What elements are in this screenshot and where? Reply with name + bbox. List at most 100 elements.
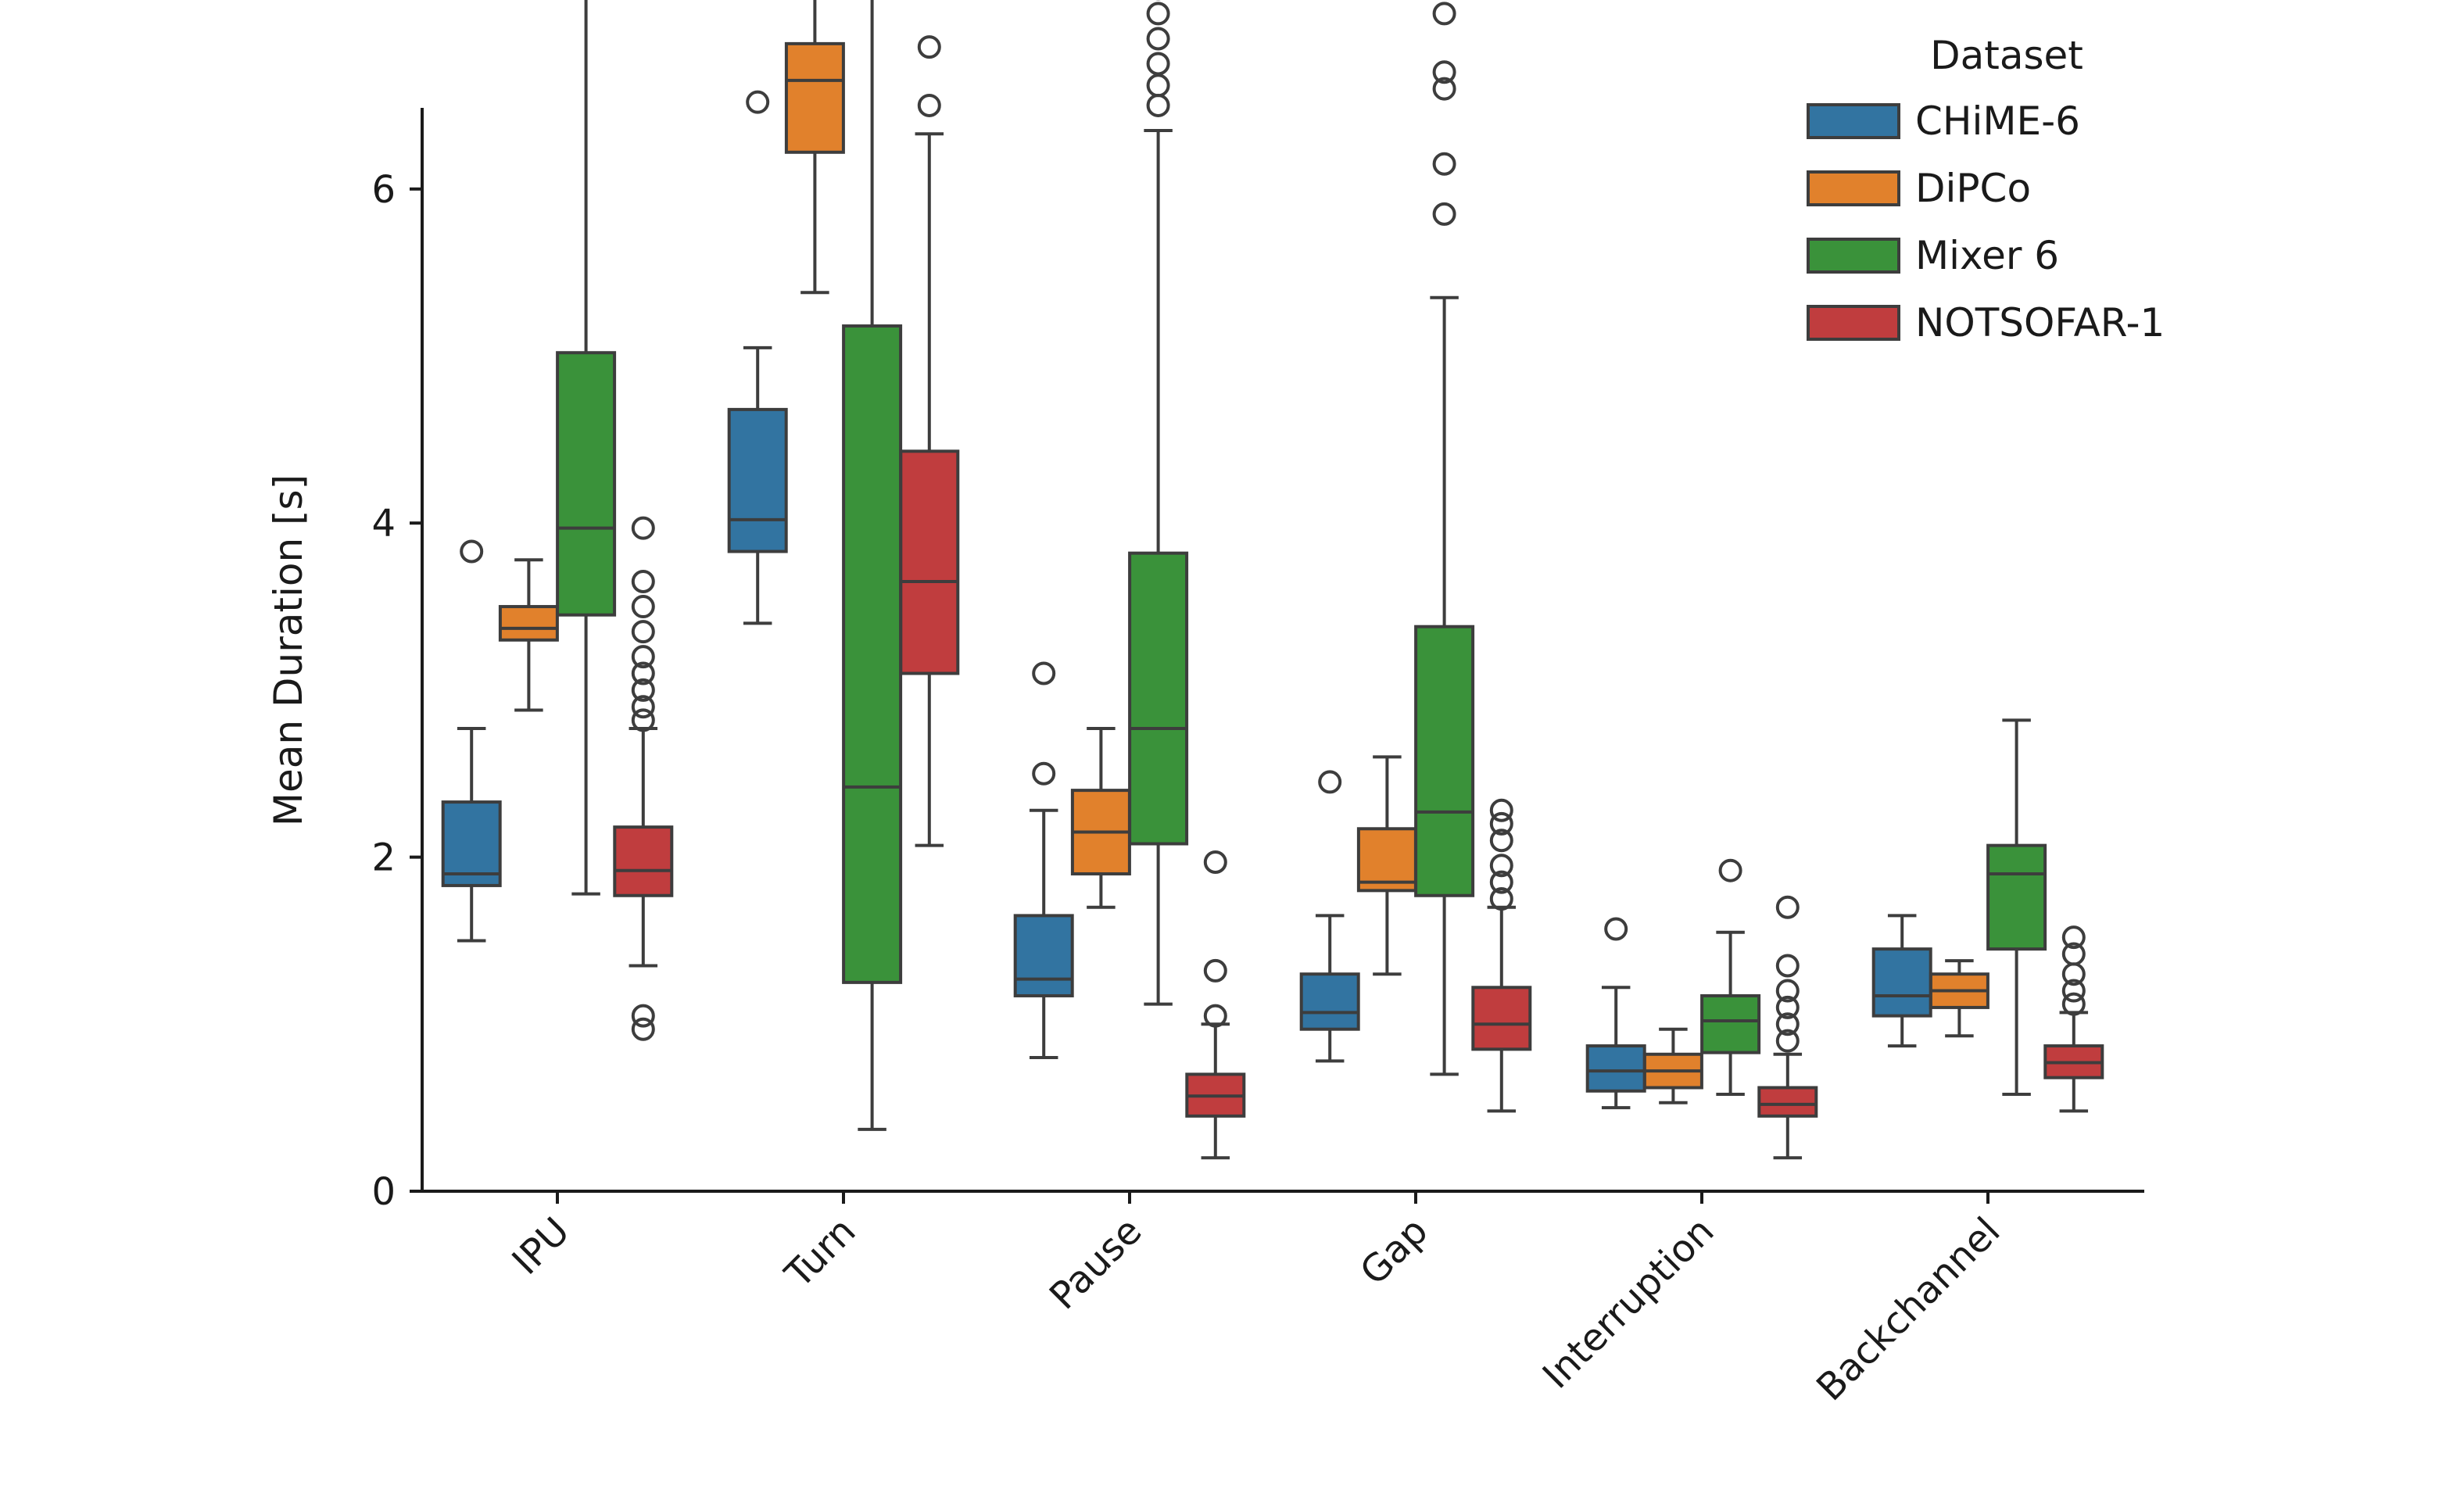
legend-swatch (1807, 238, 1900, 274)
outlier-point (631, 1017, 655, 1041)
box-notsofar-1-ipu (613, 516, 674, 1041)
outlier-point (1489, 798, 1513, 822)
outlier-point (1032, 761, 1056, 786)
box-notsofar-1-backchannel (2043, 925, 2104, 1113)
outlier-point (1775, 895, 1800, 919)
outlier-point (1032, 661, 1056, 685)
iqr-box (556, 351, 617, 617)
box-dipco-gap (1356, 755, 1417, 976)
outlier-point (1489, 854, 1513, 878)
iqr-box (1128, 551, 1189, 846)
x-tick-label: Pause (1041, 1209, 1150, 1318)
x-tick-label: IPU (504, 1209, 578, 1283)
outlier-point (631, 645, 655, 669)
outlier-point (631, 569, 655, 593)
outlier-point (1203, 958, 1227, 983)
outlier-point (1489, 870, 1513, 894)
legend-label: CHiME-6 (1915, 98, 2080, 144)
outlier-point (1432, 77, 1456, 101)
box-mixer-6-pause (1128, 0, 1189, 1006)
outlier-point (1432, 202, 1456, 226)
iqr-box (1986, 843, 2047, 951)
legend: Dataset CHiME-6 DiPCo Mixer 6 NOTSOFAR-1 (1807, 33, 2165, 345)
outlier-point (1318, 770, 1342, 794)
outlier-point (2061, 979, 2086, 1003)
legend-label: DiPCo (1915, 166, 2031, 211)
iqr-box (613, 825, 674, 897)
outlier-point (1775, 979, 1800, 1003)
box-notsofar-1-pause (1185, 850, 1246, 1160)
outlier-point (631, 661, 655, 685)
box-dipco-turn (784, 0, 845, 295)
x-tick-label: Turn (776, 1209, 864, 1297)
y-axis-label: Mean Duration [s] (266, 474, 311, 826)
outlier-point (1718, 858, 1742, 882)
y-tick-label: 0 (371, 1170, 396, 1214)
legend-item-dipco: DiPCo (1807, 166, 2031, 211)
outlier-point (631, 708, 655, 732)
outlier-point (1203, 1004, 1227, 1028)
outlier-point (1432, 60, 1456, 84)
outlier-point (1775, 995, 1800, 1019)
outlier-point (460, 539, 484, 564)
outlier-point (1432, 152, 1456, 176)
y-tick-label: 6 (371, 168, 396, 212)
outlier-point (1489, 811, 1513, 836)
outlier-point (746, 90, 770, 114)
iqr-box (1414, 625, 1475, 897)
box-dipco-ipu (498, 558, 559, 712)
box-dipco-backchannel (1929, 959, 1989, 1038)
axes: Mean Duration [s] (266, 108, 2144, 1193)
outlier-point (1775, 954, 1800, 978)
iqr-box (1757, 1086, 1818, 1118)
box-chime-6-interruption (1585, 917, 1646, 1110)
outlier-point (1146, 93, 1170, 117)
box-mixer-6-backchannel (1986, 718, 2047, 1097)
box-dipco-interruption (1642, 1027, 1703, 1104)
outlier-point (1146, 52, 1170, 76)
x-tick-label: Backchannel (1808, 1209, 2008, 1409)
iqr-box (1471, 986, 1532, 1051)
outlier-point (1604, 917, 1628, 941)
y-tick-label: 2 (371, 836, 396, 880)
outlier-point (2061, 992, 2086, 1016)
legend-item-notsofar-1: NOTSOFAR-1 (1807, 300, 2165, 345)
box-chime-6-ipu (441, 539, 502, 943)
outlier-point (2061, 925, 2086, 950)
iqr-box (899, 449, 960, 675)
x-tick-label: Gap (1352, 1209, 1436, 1294)
legend-label: Mixer 6 (1915, 233, 2059, 278)
legend-label: NOTSOFAR-1 (1915, 300, 2165, 345)
outlier-point (1146, 2, 1170, 26)
y-tick-label: 4 (371, 502, 396, 546)
box-notsofar-1-gap (1471, 798, 1532, 1113)
box-chime-6-backchannel (1871, 914, 1932, 1048)
outlier-point (917, 35, 941, 59)
iqr-box (842, 324, 903, 984)
outlier-point (631, 516, 655, 540)
box-mixer-6-interruption (1700, 858, 1761, 1097)
iqr-box (1299, 972, 1360, 1031)
box-chime-6-turn (727, 90, 788, 625)
legend-item-mixer-6: Mixer 6 (1807, 233, 2059, 278)
box-notsofar-1-interruption (1757, 895, 1818, 1160)
outlier-point (631, 695, 655, 719)
box-chime-6-pause (1013, 661, 1074, 1060)
legend-swatch (1807, 305, 1900, 341)
box-mixer-6-gap (1414, 2, 1475, 1076)
legend-title: Dataset (1930, 33, 2083, 78)
x-tick-label: Interruption (1535, 1209, 1723, 1398)
box-chime-6-gap (1299, 770, 1360, 1063)
box-mixer-6-ipu (556, 0, 617, 896)
iqr-box (1700, 993, 1761, 1054)
outlier-point (1489, 887, 1513, 911)
legend-swatch (1807, 103, 1900, 139)
iqr-box (1013, 914, 1074, 997)
outlier-point (1489, 829, 1513, 853)
iqr-box (1871, 947, 1932, 1018)
box-dipco-pause (1070, 727, 1131, 909)
outlier-point (2061, 942, 2086, 966)
iqr-box (1356, 827, 1417, 893)
outlier-point (1432, 2, 1456, 26)
outlier-point (1146, 73, 1170, 98)
